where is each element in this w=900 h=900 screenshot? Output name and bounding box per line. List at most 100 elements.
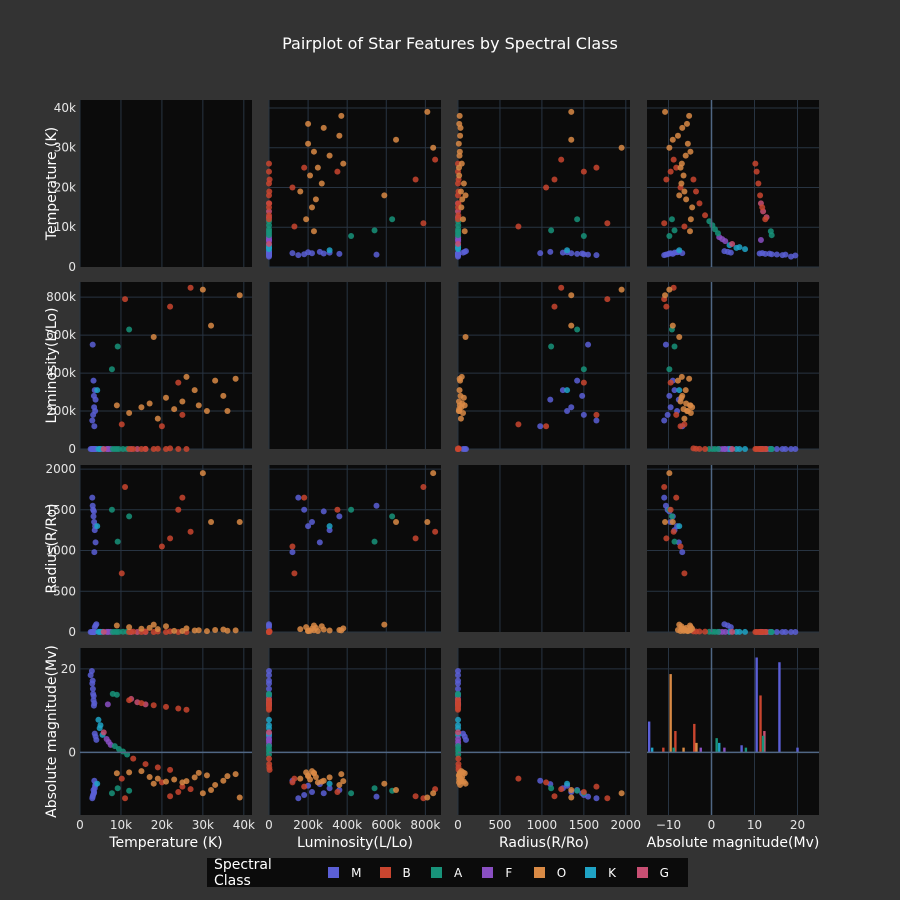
point-G-0-3-32 <box>729 240 736 247</box>
point-K-3-0-26 <box>94 780 101 787</box>
point-O-2-1-69 <box>424 519 431 526</box>
legend-swatch-K <box>585 867 597 878</box>
point-O-3-0-71 <box>208 786 215 793</box>
point-M-3-1-15 <box>326 785 333 792</box>
point-B-3-2-59 <box>515 775 522 782</box>
point-O-0-1-73 <box>303 216 310 223</box>
point-O-2-1-70 <box>430 470 437 477</box>
legend-item-A[interactable]: A <box>430 866 482 880</box>
legend-item-O[interactable]: O <box>533 865 585 880</box>
point-B-2-3-57 <box>667 506 674 513</box>
point-O-1-3-66 <box>674 377 681 384</box>
point-O-3-0-68 <box>232 771 239 778</box>
point-O-0-2-78 <box>458 160 465 167</box>
point-K-2-3-25 <box>733 628 740 635</box>
point-M-3-2-12 <box>462 736 469 743</box>
legend-item-B[interactable]: B <box>379 866 431 880</box>
point-B-0-3-59 <box>681 223 688 230</box>
point-O-0-2-79 <box>456 120 463 127</box>
point-O-1-3-81 <box>676 334 683 341</box>
panel-0-2 <box>458 100 630 267</box>
point-B-3-0-59 <box>118 775 125 782</box>
point-B-0-3-48 <box>755 180 762 187</box>
point-O-2-0-70 <box>199 470 206 477</box>
point-B-3-0-56 <box>122 795 129 802</box>
point-M-0-1-20 <box>373 251 380 258</box>
point-M-2-1-21 <box>305 523 312 530</box>
point-B-2-3-60 <box>663 535 670 542</box>
legend-item-M[interactable]: M <box>328 866 379 880</box>
point-M-2-3-20 <box>662 502 669 509</box>
point-O-1-3-70 <box>666 286 673 293</box>
point-M-3-2-19 <box>537 777 544 784</box>
point-K-2-3-23 <box>742 628 749 635</box>
legend-item-F[interactable]: F <box>482 866 533 880</box>
point-A-2-0-44 <box>108 506 115 513</box>
point-O-3-0-69 <box>236 794 243 801</box>
point-B-2-0-61 <box>187 528 194 535</box>
point-M-2-0-18 <box>90 513 97 520</box>
point-O-1-0-77 <box>113 402 120 409</box>
point-O-1-0-65 <box>203 408 210 415</box>
point-O-1-3-79 <box>683 408 690 415</box>
panel-0-3 <box>647 100 819 267</box>
point-B-0-1-56 <box>420 220 427 227</box>
point-O-3-1-68 <box>338 771 345 778</box>
point-B-0-2-51 <box>455 212 462 219</box>
point-B-0-1-50 <box>266 160 272 167</box>
point-B-0-1-54 <box>266 176 273 183</box>
point-B-0-2-61 <box>558 156 565 163</box>
point-O-1-0-70 <box>199 286 206 293</box>
point-A-1-3-41 <box>767 446 774 452</box>
point-O-3-0-78 <box>183 778 190 785</box>
legend-label-O: O <box>556 865 567 880</box>
point-B-0-3-51 <box>702 212 709 219</box>
y-axis-title-0: Temperature (K) <box>44 127 60 241</box>
point-B-1-0-50 <box>183 446 190 452</box>
point-A-0-3-42 <box>668 216 675 223</box>
point-B-2-1-56 <box>420 483 427 490</box>
point-O-2-1-75 <box>297 626 304 633</box>
point-M-3-1-13 <box>301 791 308 798</box>
point-M-2-1-16 <box>295 494 302 501</box>
point-O-2-0-81 <box>150 621 157 628</box>
point-O-1-3-78 <box>678 373 685 380</box>
point-B-3-0-54 <box>167 766 174 773</box>
point-M-3-0-12 <box>93 736 100 743</box>
point-B-0-3-45 <box>762 216 769 223</box>
point-B-2-0-57 <box>175 506 182 513</box>
hist-bar-F-12 <box>723 747 726 753</box>
point-B-0-1-51 <box>266 212 273 219</box>
legend-item-G[interactable]: G <box>636 866 688 880</box>
point-K-2-3-26 <box>676 523 683 530</box>
point-K-0-3-23 <box>742 246 749 253</box>
point-O-0-1-81 <box>381 192 388 199</box>
panel-1-2 <box>458 282 630 449</box>
x-tick-label-0-1: 10k <box>110 818 132 832</box>
point-M-3-0-6 <box>88 667 95 674</box>
y-tick-label-0-2: 20k <box>54 180 76 194</box>
point-O-1-2-69 <box>568 292 575 299</box>
point-A-2-0-43 <box>114 538 121 545</box>
legend: Spectral Class M B A F O K G <box>207 857 688 889</box>
point-O-1-2-75 <box>457 415 464 422</box>
point-O-3-0-80 <box>195 769 202 776</box>
point-O-3-0-81 <box>150 780 157 787</box>
point-K-2-0-26 <box>94 523 101 530</box>
legend-item-K[interactable]: K <box>585 866 636 880</box>
point-O-0-2-77 <box>461 228 468 235</box>
point-B-0-3-49 <box>753 168 760 175</box>
point-M-2-3-0 <box>788 628 795 635</box>
point-O-3-1-79 <box>305 773 312 780</box>
point-O-1-2-71 <box>568 322 575 329</box>
panel-3-0 <box>80 648 252 815</box>
point-A-0-2-44 <box>580 232 587 239</box>
point-B-3-1-54 <box>266 766 273 773</box>
point-O-0-3-77 <box>687 228 693 235</box>
point-K-3-1-23 <box>266 716 273 723</box>
point-B-1-2-61 <box>558 284 565 291</box>
point-O-0-2-68 <box>456 112 463 119</box>
y-tick-label-0-1: 10k <box>54 220 76 234</box>
point-A-3-0-41 <box>113 691 120 698</box>
